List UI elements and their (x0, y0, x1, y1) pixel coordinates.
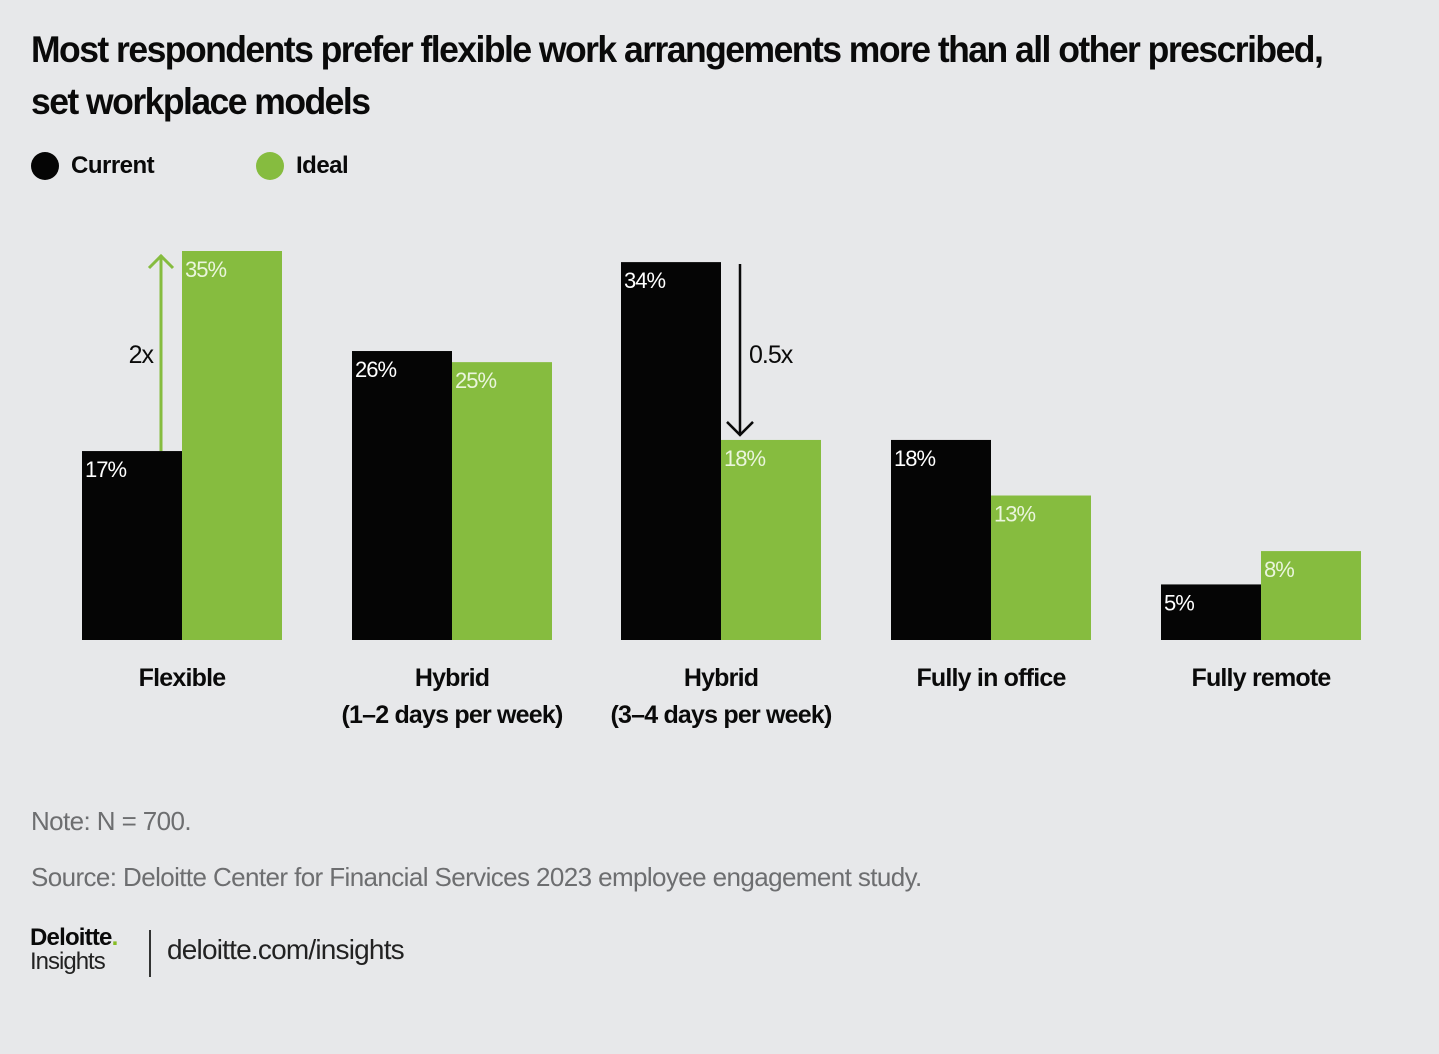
logo-subtitle: Insights (30, 948, 106, 975)
bar-ideal-1 (452, 362, 552, 640)
annotation-0-5x: 0.5x (749, 341, 794, 369)
footer-divider (149, 930, 151, 977)
bar-ideal-4 (1261, 551, 1361, 640)
arrow-down-icon (726, 421, 754, 437)
data-label-ideal-0: 35% (185, 257, 226, 282)
legend-label-current: Current (71, 152, 155, 179)
x-axis-labels: Flexible Hybrid (1–2 days per week) Hybrid (… (139, 664, 1333, 729)
note-text: Note: N = 700. (31, 806, 192, 836)
data-label-ideal-1: 25% (455, 368, 496, 393)
data-label-ideal-4: 8% (1264, 557, 1294, 582)
arrow-up-icon (147, 253, 175, 270)
x-tick-label-3-0: Fully in office (916, 664, 1066, 692)
logo-name: Deloitte (30, 924, 112, 951)
bar-current-1 (352, 351, 452, 640)
legend-label-ideal: Ideal (296, 152, 349, 179)
source-text: Source: Deloitte Center for Financial Se… (31, 862, 922, 892)
x-tick-label-1-0: Hybrid (415, 664, 489, 692)
deloitte-insights-logo: Deloitte. Insights (30, 924, 119, 975)
data-label-current-4: 5% (1164, 590, 1194, 615)
x-tick-label-2-0: Hybrid (684, 664, 758, 692)
x-tick-label-0-0: Flexible (139, 664, 227, 692)
bar-current-3 (891, 439, 991, 640)
bar-ideal-2 (721, 439, 821, 640)
chart-title: Most respondents prefer flexible work ar… (31, 29, 1324, 122)
data-label-ideal-2: 18% (724, 446, 765, 471)
data-label-current-3: 18% (894, 446, 935, 471)
legend-item-ideal: Ideal (256, 152, 349, 180)
bar-current-0 (82, 451, 182, 640)
bar-ideal-3 (991, 495, 1091, 640)
x-tick-label-2-1: (3–4 days per week) (610, 701, 832, 729)
annotation-2x: 2x (129, 341, 155, 369)
bar-ideal-0 (182, 251, 282, 640)
legend-item-current: Current (31, 152, 155, 180)
data-label-current-2: 34% (624, 268, 665, 293)
bar-current-2 (621, 262, 721, 640)
bars-group: 17% 35% 26% 25% 34% 18% 18% 13% 5% 8% (82, 251, 1361, 640)
data-label-ideal-3: 13% (994, 502, 1035, 527)
bar-chart: 17% 35% 26% 25% 34% 18% 18% 13% 5% 8% 2x 0.5x Flex… (82, 251, 1361, 729)
data-label-current-1: 26% (355, 357, 396, 382)
x-tick-label-4-0: Fully remote (1191, 664, 1331, 692)
annotations-group: 2x 0.5x (129, 253, 795, 452)
x-tick-label-1-1: (1–2 days per week) (341, 701, 563, 729)
legend-swatch-ideal (256, 152, 284, 180)
legend-swatch-current (31, 152, 59, 180)
footer-url-link[interactable]: deloitte.com/insights (167, 934, 405, 965)
logo-dot: . (111, 924, 119, 951)
bar-current-4 (1161, 584, 1261, 640)
data-label-current-0: 17% (85, 457, 126, 482)
